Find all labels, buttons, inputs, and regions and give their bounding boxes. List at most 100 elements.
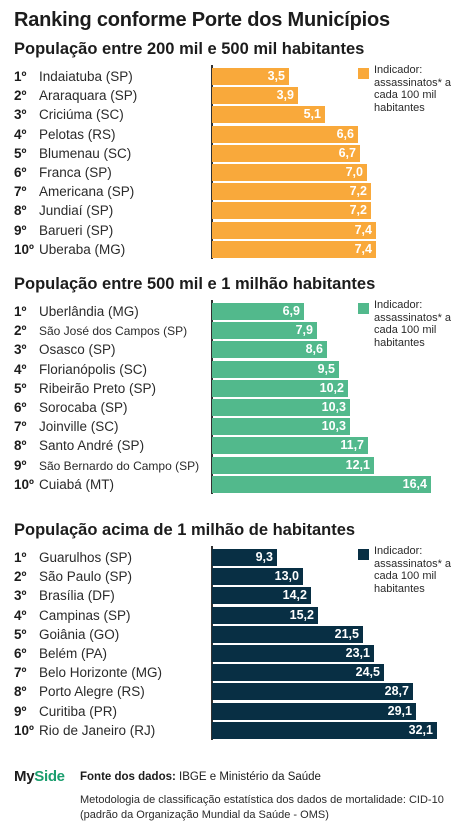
chart-row: 2º São Paulo (SP) 13,0 xyxy=(0,568,470,587)
bar-value-label: 7,4 xyxy=(354,241,372,256)
bar-value-label: 28,7 xyxy=(384,684,409,699)
rank-label: 5º xyxy=(14,145,27,161)
source-text: IBGE e Ministério da Saúde xyxy=(179,771,321,783)
rank-label: 2º xyxy=(14,569,27,585)
rank-label: 8º xyxy=(14,438,27,454)
chart-row: 7º Belo Horizonte (MG) 24,5 xyxy=(0,664,470,683)
chart-row: 4º Campinas (SP) 15,2 xyxy=(0,606,470,626)
rank-label: 4º xyxy=(14,126,27,142)
rank-label: 7º xyxy=(14,184,27,200)
bar-value-label: 29,1 xyxy=(387,703,412,718)
bar-value-label: 6,9 xyxy=(282,304,300,318)
source-label: Fonte dos dados: xyxy=(80,771,176,783)
rank-label: 9º xyxy=(14,457,27,473)
chart-row: 1º Indaiatuba (SP) 3,5 xyxy=(0,68,470,87)
chart-row: 9º Barueri (SP) 7,4 xyxy=(0,221,470,241)
legend-swatch xyxy=(358,68,369,79)
chart-row: 3º Criciúma (SC) 5,1 xyxy=(0,106,470,125)
city-label: Americana (SP) xyxy=(39,184,135,200)
chart-bar: 14,2 xyxy=(212,587,311,605)
city-label: Goiânia (GO) xyxy=(39,626,120,642)
page-title: Ranking conforme Porte dos Municípios xyxy=(14,9,390,31)
rank-label: 5º xyxy=(14,380,27,396)
chart-bar: 7,2 xyxy=(212,202,371,220)
chart-bar: 6,7 xyxy=(212,144,360,162)
chart-row: 4º Pelotas (RS) 6,6 xyxy=(0,125,470,145)
city-label: Rio de Janeiro (RJ) xyxy=(39,722,156,738)
section-title: População entre 200 mil e 500 mil habita… xyxy=(14,40,365,58)
myside-logo: MySide xyxy=(14,768,65,785)
city-label: Franca (SP) xyxy=(39,165,112,180)
rank-label: 3º xyxy=(14,588,27,604)
city-label: Campinas (SP) xyxy=(39,607,131,623)
chart-bar: 24,5 xyxy=(212,664,384,682)
bar-value-label: 6,7 xyxy=(338,145,356,160)
bar-value-label: 24,5 xyxy=(355,665,380,680)
chart-bar: 10,3 xyxy=(212,399,350,416)
city-label: Guarulhos (SP) xyxy=(39,550,133,565)
bar-value-label: 5,1 xyxy=(303,107,321,122)
city-label: Belo Horizonte (MG) xyxy=(39,665,163,681)
bar-value-label: 7,4 xyxy=(354,222,372,237)
city-label: Uberaba (MG) xyxy=(39,241,126,257)
bar-value-label: 9,5 xyxy=(317,361,335,376)
chart-row: 5º Goiânia (GO) 21,5 xyxy=(0,625,470,645)
city-label: Brasília (DF) xyxy=(39,588,115,604)
chart-row: 3º Brasília (DF) 14,2 xyxy=(0,587,470,606)
chart-bar: 16,4 xyxy=(212,475,431,493)
bar-value-label: 11,7 xyxy=(340,438,364,453)
bar-value-label: 13,0 xyxy=(274,569,299,584)
chart-row: 2º Araraquara (SP) 3,9 xyxy=(0,87,470,106)
city-label: Florianópolis (SC) xyxy=(39,361,148,377)
city-label: Sorocaba (SP) xyxy=(39,400,128,415)
city-label: Jundiaí (SP) xyxy=(39,203,114,219)
rank-label: 3º xyxy=(14,342,27,358)
chart-bar: 15,2 xyxy=(212,606,318,624)
chart-row: 6º Sorocaba (SP) 10,3 xyxy=(0,399,470,418)
rank-label: 7º xyxy=(14,665,27,681)
bar-value-label: 15,2 xyxy=(289,607,314,622)
rank-label: 6º xyxy=(14,400,27,415)
bar-value-label: 9,3 xyxy=(255,550,273,564)
bar-value-label: 10,2 xyxy=(319,380,344,395)
chart-row: 5º Blumenau (SC) 6,7 xyxy=(0,144,470,164)
bar-value-label: 7,9 xyxy=(295,323,313,338)
chart-row: 7º Joinville (SC) 10,3 xyxy=(0,418,470,437)
chart-bar: 7,2 xyxy=(212,183,371,201)
chart-bar: 21,5 xyxy=(212,625,363,643)
methodology-note: Metodologia de classificação estatística… xyxy=(80,794,444,821)
city-label: Santo André (SP) xyxy=(39,438,145,454)
section-title: População entre 500 mil e 1 milhão habit… xyxy=(14,275,376,293)
rank-label: 8º xyxy=(14,684,27,700)
city-label: Blumenau (SC) xyxy=(39,145,132,161)
rank-label: 4º xyxy=(14,607,27,623)
bar-value-label: 7,2 xyxy=(349,184,367,199)
city-label: Curitiba (PR) xyxy=(39,703,118,719)
city-label: Porto Alegre (RS) xyxy=(39,684,145,700)
rank-label: 10º xyxy=(14,722,34,738)
rank-label: 6º xyxy=(14,165,27,180)
legend-swatch xyxy=(358,549,369,560)
chart-row: 3º Osasco (SP) 8,6 xyxy=(0,341,470,360)
chart-bar: 6,6 xyxy=(212,125,358,143)
city-label: São Bernardo do Campo (SP) xyxy=(39,458,200,473)
city-label: São Paulo (SP) xyxy=(39,569,133,585)
logo-suffix: Side xyxy=(34,768,65,785)
chart-bar: 8,6 xyxy=(212,341,327,359)
city-label: Osasco (SP) xyxy=(39,342,116,358)
chart-axis-line xyxy=(211,300,213,494)
bar-value-label: 10,3 xyxy=(321,419,346,434)
chart-bar: 7,9 xyxy=(212,322,317,340)
rank-label: 10º xyxy=(14,241,34,257)
legend-swatch xyxy=(358,303,369,314)
section-title: População acima de 1 milhão de habitante… xyxy=(14,521,356,539)
logo-prefix: My xyxy=(14,768,35,785)
city-label: Joinville (SC) xyxy=(39,419,119,435)
legend-text: Indicador: assassinatos* a cada 100 mil … xyxy=(374,299,452,349)
chart-bar: 32,1 xyxy=(212,721,437,739)
rank-label: 4º xyxy=(14,361,27,377)
city-label: Ribeirão Preto (SP) xyxy=(39,380,157,396)
data-source: Fonte dos dados: IBGE e Ministério da Sa… xyxy=(80,771,321,783)
rank-label: 7º xyxy=(14,419,27,435)
chart-bar: 10,2 xyxy=(212,379,348,397)
